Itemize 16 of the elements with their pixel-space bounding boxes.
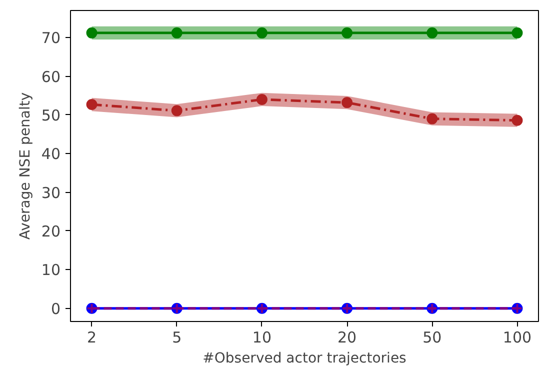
- y-axis-title: Average NSE penalty: [17, 92, 34, 240]
- y-tick-label: 40: [41, 145, 61, 164]
- x-tick-label: 10: [252, 328, 272, 346]
- y-tick-label: 70: [41, 29, 61, 48]
- y-tick-label: 10: [41, 261, 61, 280]
- y-tick-label: 50: [41, 106, 61, 124]
- y-tick-label: 30: [41, 184, 61, 202]
- y-tick-label: 0: [50, 300, 61, 318]
- x-axis-title: #Observed actor trajectories: [202, 350, 406, 366]
- x-tick-label: 5: [172, 328, 182, 346]
- x-tick-label: 50: [422, 328, 442, 346]
- y-tick-label: 20: [41, 222, 61, 240]
- x-tick-label: 100: [502, 328, 532, 346]
- x-tick-label: 20: [338, 328, 357, 346]
- x-tick-label: 2: [87, 328, 97, 346]
- y-tick-label: 60: [41, 68, 61, 86]
